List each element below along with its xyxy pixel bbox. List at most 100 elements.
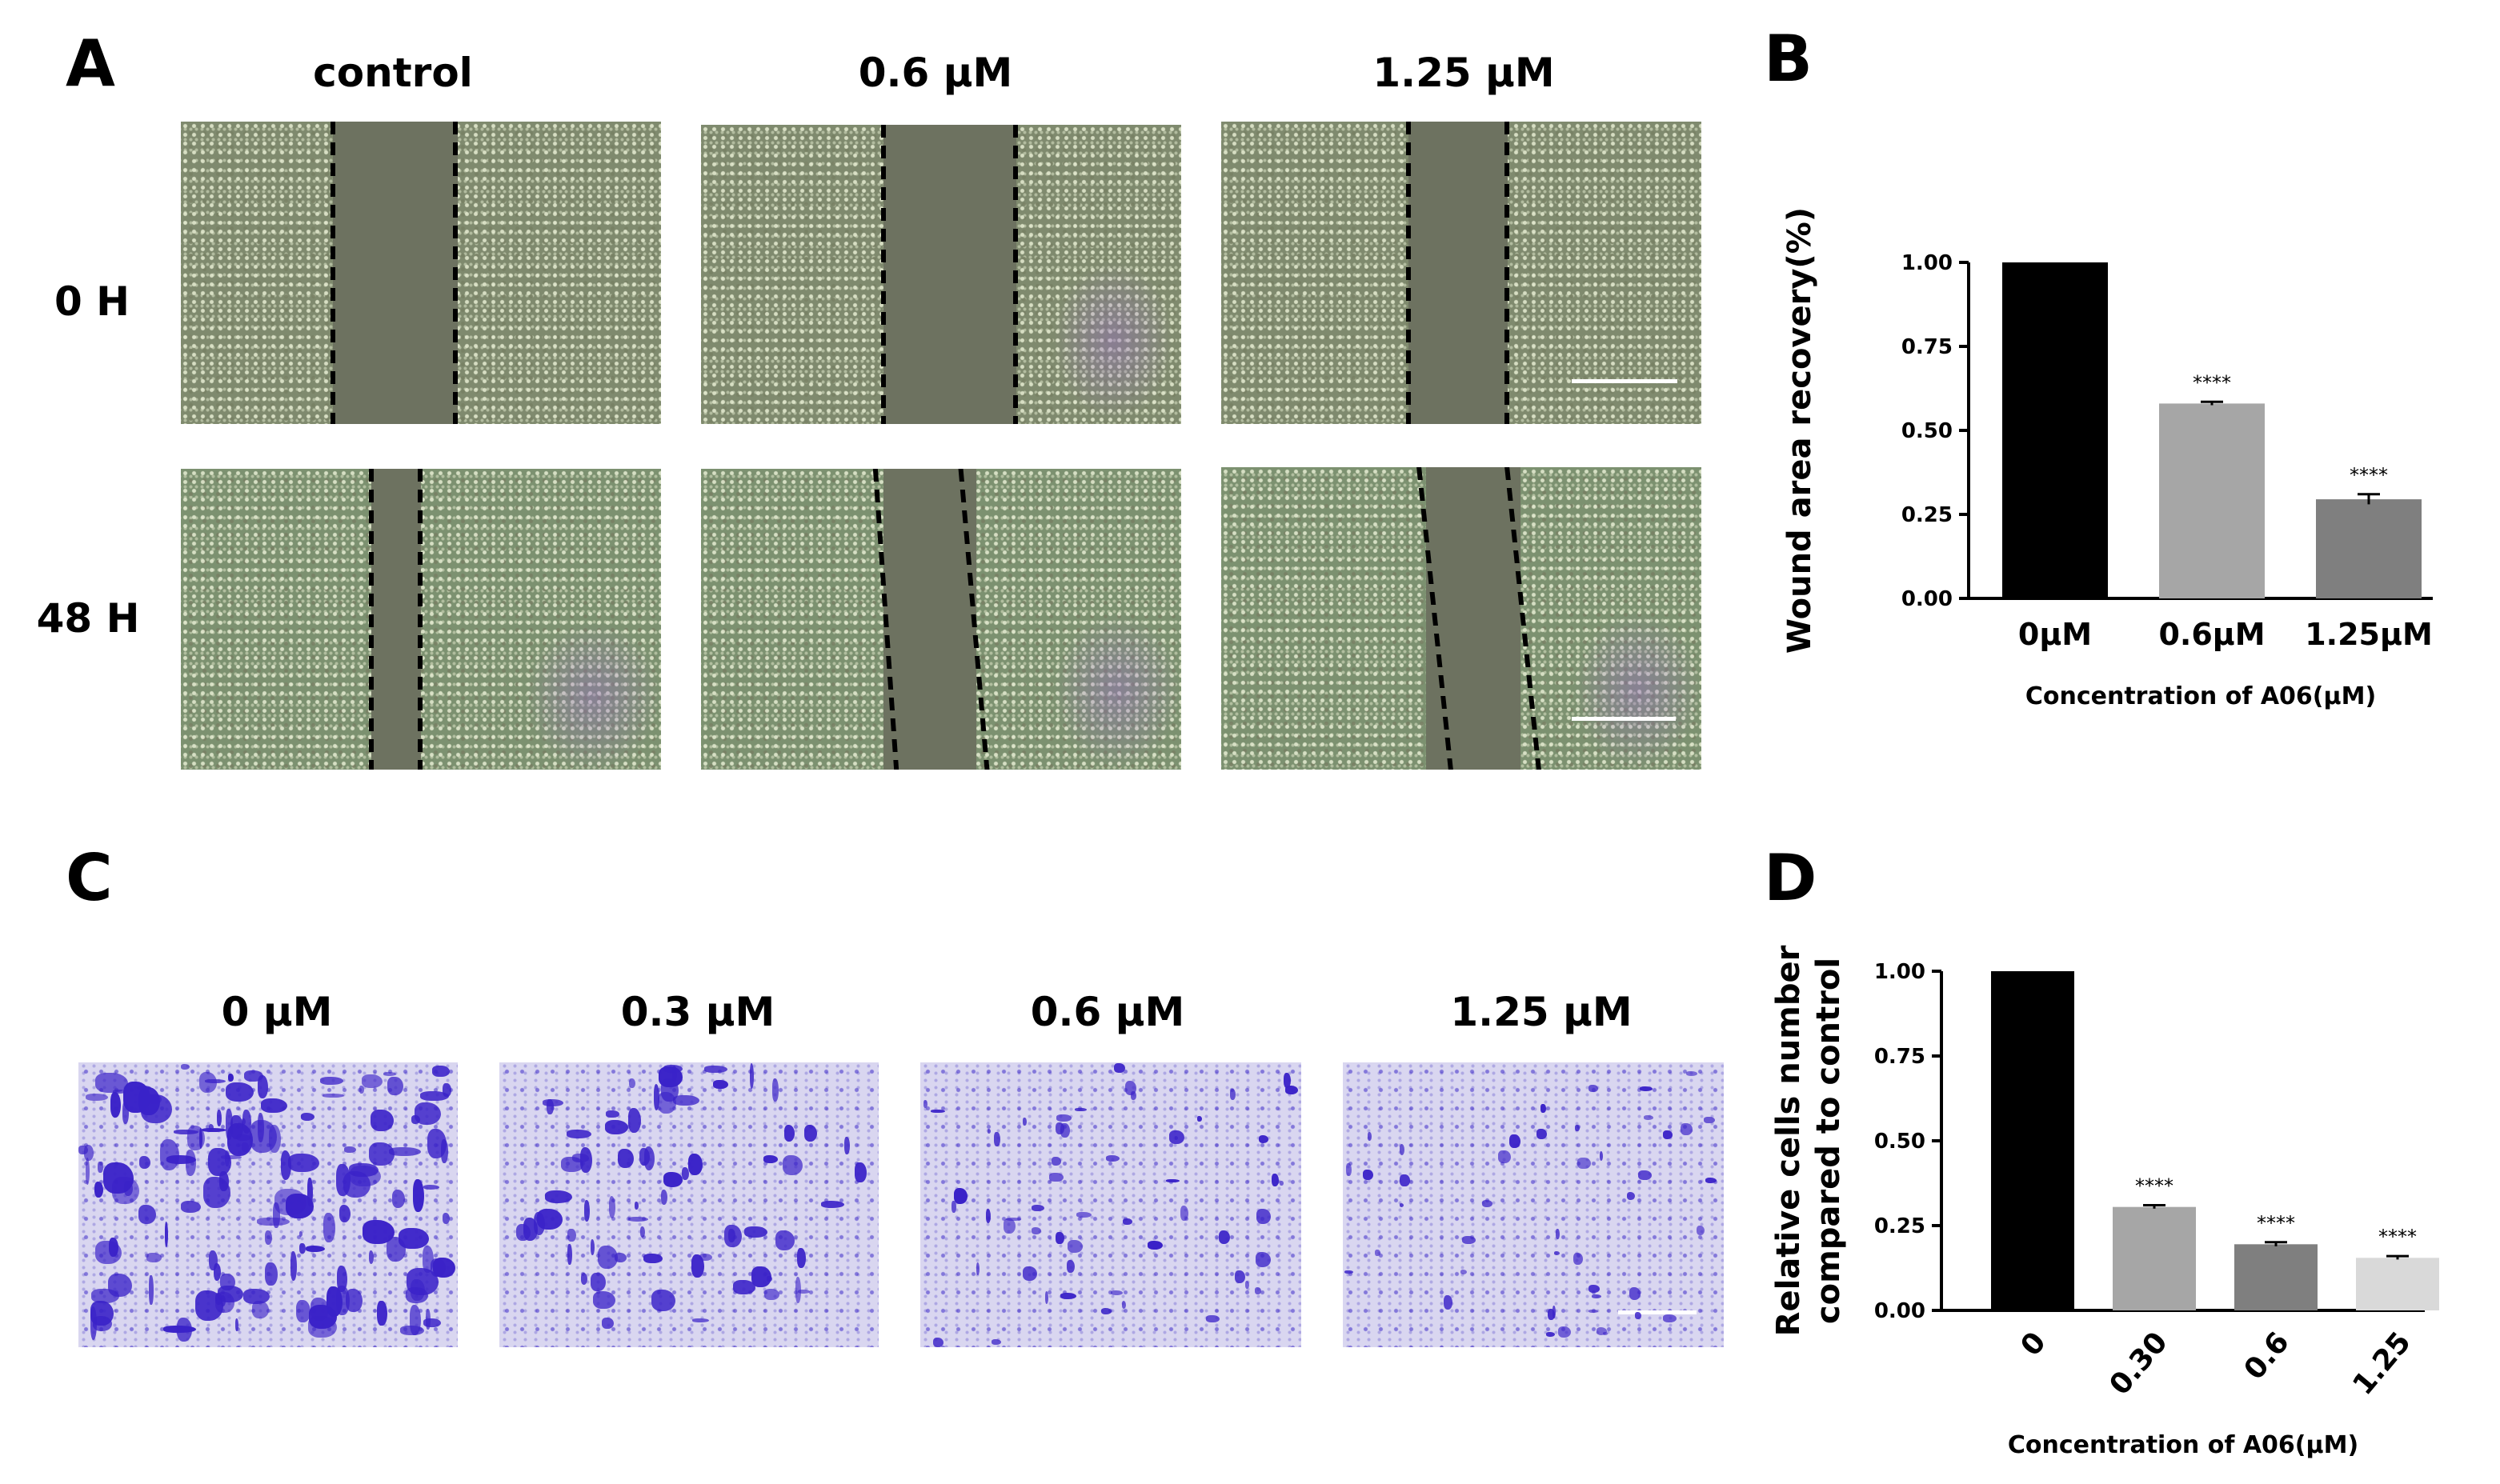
stained-cell-cluster [1639,1086,1653,1092]
y-tick-label: 1.00 [1901,251,1953,275]
stained-cell-cluster [202,1128,226,1132]
stained-cell-cluster [138,1205,156,1224]
stained-cell-cluster [1704,1116,1715,1124]
stained-cell-cluster [1056,1122,1065,1134]
stained-cell-cluster [629,1078,636,1089]
stained-cell-cluster [305,1246,326,1252]
stained-cell-cluster [1004,1218,1016,1234]
stained-cell-cluster [1206,1314,1220,1323]
stained-cell-cluster [567,1244,572,1266]
stained-cell-cluster [264,1230,272,1246]
stained-cell-cluster [159,1139,180,1170]
transwell-image-0-3 [499,1062,879,1347]
stained-cell-cluster [1573,1252,1584,1266]
stained-cell-cluster [1122,1218,1132,1226]
stained-cell-cluster [775,1230,795,1251]
stained-cell-cluster [1599,1151,1603,1162]
panel-letter-d: D [1764,841,1817,915]
stained-cell-cluster [216,1109,222,1126]
stained-cell-cluster [208,1123,214,1131]
stained-cell-cluster [1076,1211,1092,1218]
stained-cell-cluster [1031,1226,1041,1234]
stained-cell-cluster [567,1130,591,1138]
stained-cell-cluster [269,1124,282,1153]
stained-cell-cluster [992,1338,1002,1345]
stained-cell-cluster [1056,1232,1064,1245]
stained-cell-cluster [322,1093,345,1098]
stained-cell-cluster [699,1254,712,1261]
panel-c-column-label-1-25: 1.25 µM [1450,989,1633,1035]
stained-cell-cluster [345,1288,363,1312]
wound-image-control-0h [181,122,661,424]
panel-a-row-label-48h: 48 H [36,595,140,642]
stained-cell-cluster [673,1095,699,1106]
stained-cell-cluster [226,1108,233,1141]
stained-cell-cluster [224,1150,230,1167]
stained-cell-cluster [78,1146,88,1155]
stained-cell-cluster [399,1227,429,1249]
wound-image-control-48h [181,469,661,770]
transwell-image-1-25 [1343,1062,1724,1347]
significance-label-1: **** [2193,371,2231,394]
stained-cell-cluster [344,1146,356,1153]
panel-a-column-label-1-25: 1.25 µM [1372,50,1555,96]
stained-cell-cluster [226,1123,253,1157]
stained-cell-cluster [923,1099,928,1109]
stained-cell-cluster [1067,1259,1076,1273]
bar-1 [2113,1206,2196,1310]
stained-cell-cluster [359,1086,364,1094]
stained-cell-cluster [660,1189,668,1206]
stained-cell-cluster [1031,1205,1044,1212]
stained-cell-cluster [1100,1307,1112,1314]
stained-cell-cluster [166,1155,197,1164]
stained-cell-cluster [537,1209,563,1230]
stained-cell-cluster [1375,1249,1381,1256]
stained-cell-cluster [606,1110,619,1118]
y-axis-label-line-1: compared to control [1810,958,1847,1324]
bar-2 [2234,1244,2318,1310]
stained-cell-cluster [681,1166,689,1180]
stained-cell-cluster [419,1090,449,1102]
stained-cell-cluster [1196,1116,1202,1122]
stained-cell-cluster [932,1337,944,1347]
stained-cell-cluster [164,1221,168,1247]
stained-cell-cluster [173,1129,198,1134]
stained-cell-cluster [749,1062,755,1090]
stained-cell-cluster [1130,1091,1136,1101]
stained-cell-cluster [227,1073,234,1082]
stained-cell-cluster [544,1190,572,1203]
bar-0 [2002,262,2108,598]
stained-cell-cluster [1444,1295,1452,1310]
stained-cell-cluster [234,1318,238,1331]
stained-cell-cluster [1346,1163,1352,1177]
stained-cell-cluster [657,1091,677,1114]
stained-cell-cluster [146,1253,162,1263]
stained-cell-cluster [1344,1270,1353,1274]
stained-cell-cluster [225,1082,254,1102]
stained-cell-cluster [1482,1200,1492,1207]
panel-c-column-label-0-6: 0.6 µM [1030,989,1185,1035]
stained-cell-cluster [1591,1294,1601,1299]
stained-cell-cluster [258,1075,269,1098]
stained-cell-cluster [628,1217,648,1222]
stained-cell-cluster [732,1279,756,1295]
stained-cell-cluster [1255,1287,1262,1295]
significance-label-2: **** [2257,1212,2295,1234]
y-tick-label: 0.25 [1901,503,1953,527]
stained-cell-cluster [300,1113,315,1121]
stained-cell-cluster [1556,1229,1560,1240]
stained-cell-cluster [1558,1326,1572,1338]
stained-cell-cluster [1637,1170,1652,1181]
stained-cell-cluster [1536,1128,1548,1140]
stained-cell-cluster [123,1081,150,1113]
scale-bar [1618,1310,1697,1314]
stained-cell-cluster [930,1109,945,1114]
panel-letter-a: A [66,26,115,101]
stained-cell-cluster [441,1138,449,1164]
panel-a-column-label-control: control [313,50,473,96]
stained-cell-cluster [383,1071,396,1076]
stained-cell-cluster [186,1150,197,1176]
transwell-image-0 [78,1062,458,1347]
stained-cell-cluster [1545,1332,1555,1338]
stained-cell-cluster [95,1072,128,1094]
